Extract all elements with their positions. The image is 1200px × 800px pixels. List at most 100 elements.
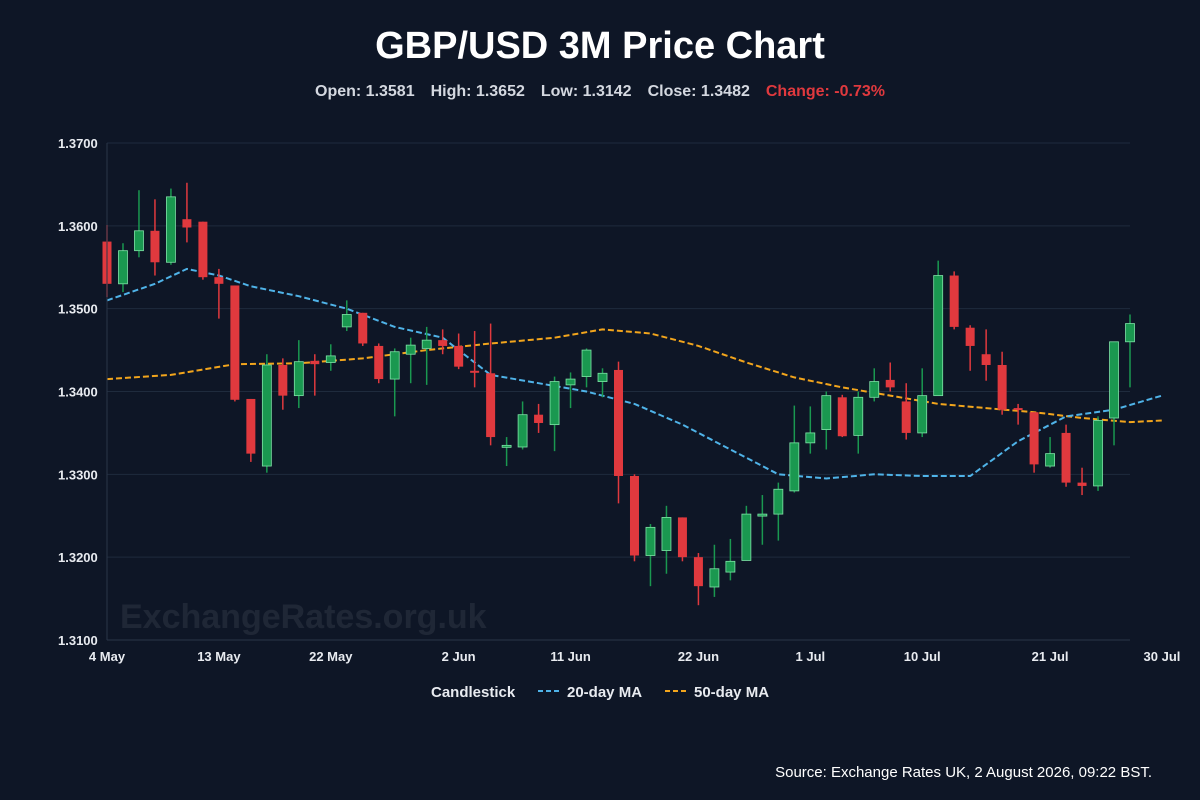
candle-up [933,260,944,397]
candle-body [917,395,928,434]
chart-title: GBP/USD 3M Price Chart [375,25,825,67]
candle-body [278,364,288,396]
axis-layer: 1.3100 1.3200 1.3300 1.3400 1.3500 1.3600 1.37… [58,136,1180,664]
candle-up [917,368,928,438]
x-tick-label: 2 Jun [442,649,476,664]
candle-body [869,381,880,398]
candle-body [230,285,240,400]
candle-layer [102,182,1135,606]
candle-down [246,398,256,462]
legend-candlestick[interactable]: Candlestick [431,684,516,701]
candle-down [214,268,224,319]
y-tick-label: 1.3100 [58,633,98,648]
legend-ma20[interactable]: 20-day MA [567,684,642,701]
candle-body [134,230,144,252]
candle-body [789,442,800,492]
candle-body [581,349,592,377]
candle-up [789,405,800,493]
candle-down [997,351,1007,415]
candle-body [741,513,752,561]
candle-body [757,513,768,517]
close-stat: Close: 1.3482 [648,83,750,100]
candle-down [901,383,911,440]
candle-body [118,250,128,285]
candle-up [501,437,512,467]
ma20-layer [106,267,1163,480]
candle-body [389,351,400,380]
candle-down [677,517,687,562]
candle-up [1125,314,1135,388]
candle-up [118,243,128,293]
legend-ma50[interactable]: 50-day MA [694,684,769,701]
candle-body [182,219,192,228]
candle-down [182,182,192,243]
candle-body [709,568,720,588]
candle-down [454,333,464,370]
candle-body [470,370,480,373]
high-stat: High: 1.3652 [431,83,525,100]
candle-up [325,344,336,371]
y-tick-label: 1.3500 [58,302,98,317]
low-stat: Low: 1.3142 [541,83,632,100]
y-tick-label: 1.3600 [58,219,98,234]
candle-up [757,495,768,545]
candle-body [517,414,528,448]
candle-up [661,505,672,574]
x-tick-label: 22 Jun [678,649,719,664]
y-tick-label: 1.3300 [58,467,98,482]
candle-body [693,557,703,587]
candle-body [1093,420,1103,487]
candle-body [997,364,1007,410]
candle-body [198,221,208,278]
candle-body [614,369,623,476]
candle-body [454,345,464,367]
x-tick-label: 4 May [89,649,126,664]
candle-body [438,340,448,346]
candle-down [885,362,895,392]
candle-body [421,339,432,349]
candle-body [486,373,496,438]
candle-body [310,360,320,365]
candle-body [1125,323,1135,343]
candle-down [1077,467,1087,496]
candle-body [933,275,944,397]
candle-down [1029,412,1039,473]
candle-body [1045,453,1055,467]
x-tick-label: 1 Jul [796,649,826,664]
x-tick-label: 11 Jun [550,649,591,664]
candle-body [534,414,544,423]
x-tick-label: 22 May [309,649,353,664]
candle-body [549,381,560,426]
candle-up [1109,341,1119,446]
candle-up [853,391,864,454]
candle-down [629,474,639,562]
candle-body [214,277,224,284]
ma20-line [106,267,1163,480]
candle-down [470,331,480,388]
candle-down [949,271,959,330]
candle-body [677,517,687,558]
candle-up [805,406,816,454]
change-stat: Change: -0.73% [766,83,885,100]
candle-body [901,401,911,433]
source-note: Source: Exchange Rates UK, 2 August 2026… [775,764,1152,781]
y-tick-label: 1.3700 [58,136,98,151]
candle-up [549,376,560,452]
candle-body [629,475,639,556]
candle-body [885,379,895,388]
candle-body [261,364,272,467]
candle-down [693,553,703,606]
candle-down [310,354,320,396]
candle-body [1029,412,1039,465]
candle-body [949,275,959,327]
x-tick-label: 30 Jul [1144,649,1181,664]
candle-body [374,345,384,380]
y-tick-label: 1.3400 [58,385,98,400]
candle-up [421,326,432,385]
candle-up [293,340,304,409]
candle-body [773,488,784,515]
candle-down [374,343,384,384]
candle-down [230,285,240,402]
